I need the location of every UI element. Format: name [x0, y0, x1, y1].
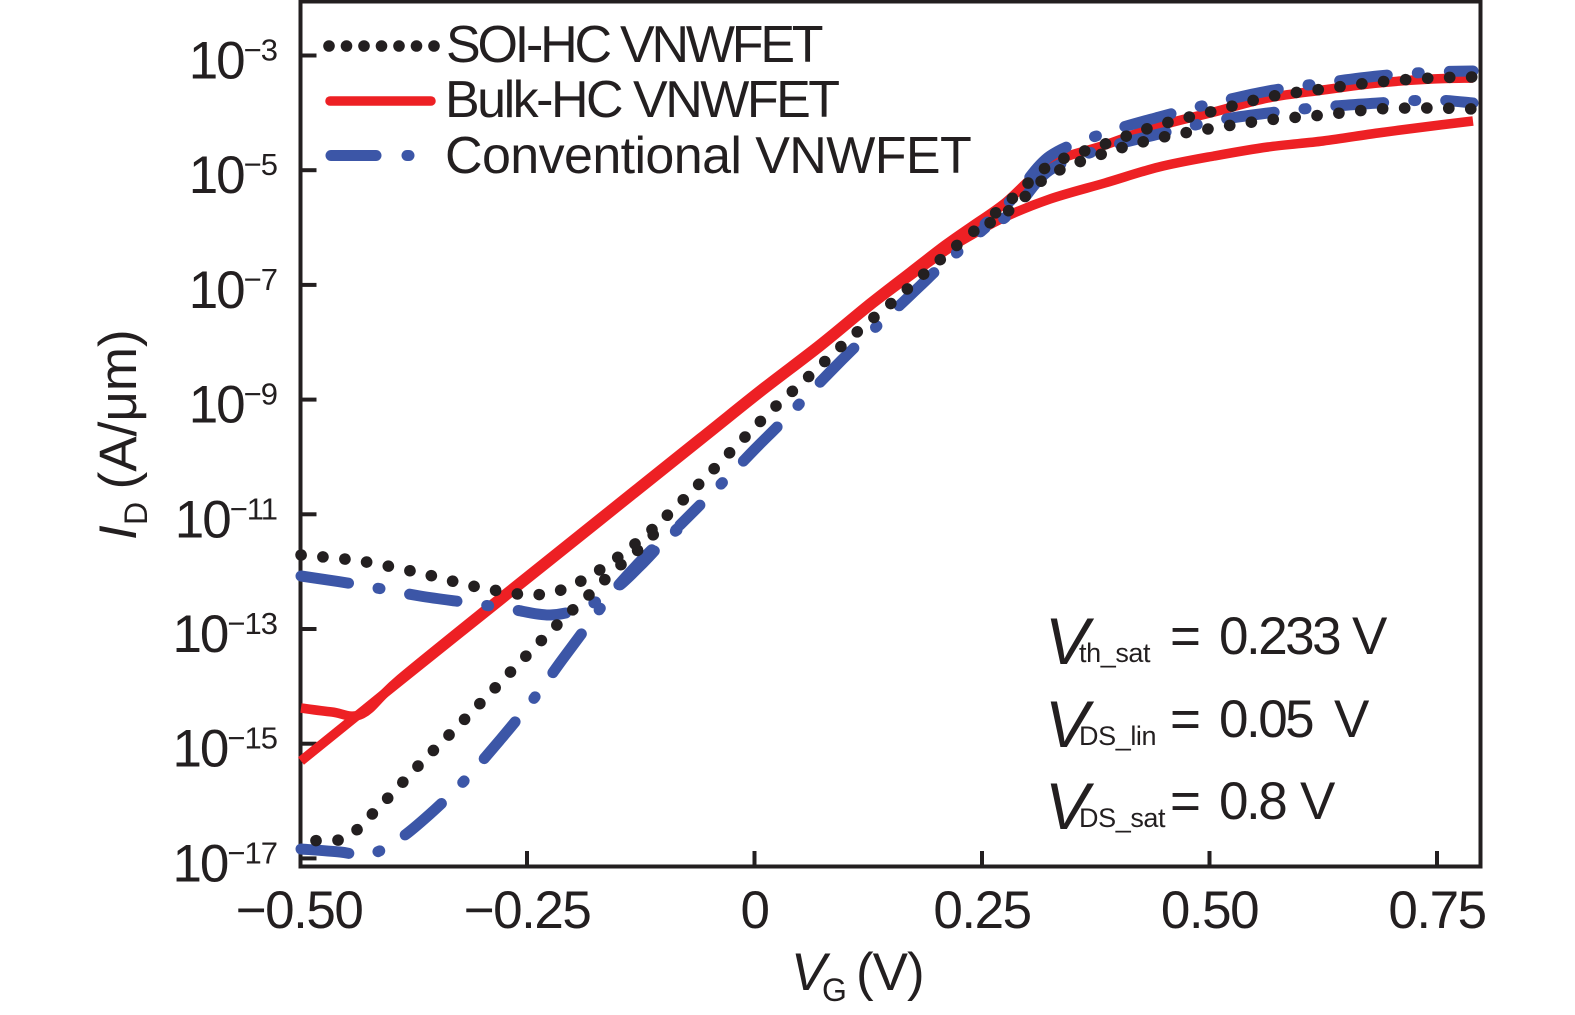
svg-text:−0.25: −0.25: [464, 881, 591, 940]
svg-text:V: V: [1334, 690, 1370, 749]
svg-text:I: I: [89, 525, 148, 540]
svg-text:V: V: [1045, 687, 1095, 761]
svg-text:10−11: 10−11: [175, 490, 277, 549]
svg-text:=: =: [1170, 772, 1201, 831]
svg-text:G: G: [822, 972, 847, 1008]
svg-text:10−9: 10−9: [189, 376, 277, 435]
svg-text:V: V: [1045, 604, 1095, 678]
svg-text:10−5: 10−5: [189, 146, 277, 205]
svg-text:0.25: 0.25: [933, 881, 1030, 940]
svg-text:(V): (V): [856, 943, 924, 1002]
svg-text:0.8: 0.8: [1219, 772, 1286, 831]
svg-text:=: =: [1170, 690, 1201, 749]
svg-text:=: =: [1170, 607, 1201, 666]
svg-text:10−3: 10−3: [189, 32, 277, 91]
svg-text:10−13: 10−13: [172, 605, 277, 664]
svg-text:0.75: 0.75: [1388, 881, 1485, 940]
svg-text:SOI-HC VNWFET: SOI-HC VNWFET: [446, 16, 823, 74]
svg-text:Conventional VNWFET: Conventional VNWFET: [445, 127, 971, 185]
svg-text:V: V: [1300, 772, 1336, 831]
svg-text:0: 0: [741, 881, 769, 940]
svg-text:10−7: 10−7: [189, 261, 277, 320]
svg-text:0.05: 0.05: [1219, 690, 1313, 749]
svg-text:Bulk-HC VNWFET: Bulk-HC VNWFET: [445, 71, 839, 129]
svg-text:0.233: 0.233: [1219, 607, 1340, 666]
svg-text:DS_sat: DS_sat: [1079, 803, 1166, 833]
svg-text:DS_lin: DS_lin: [1079, 721, 1156, 751]
svg-text:V: V: [1045, 769, 1095, 843]
svg-text:−0.50: −0.50: [236, 881, 363, 940]
svg-text:10−17: 10−17: [172, 834, 277, 893]
svg-text:(A/μm): (A/μm): [89, 329, 148, 500]
svg-text:th_sat: th_sat: [1079, 638, 1151, 668]
svg-text:V: V: [791, 943, 831, 1002]
svg-text:D: D: [118, 502, 154, 525]
svg-text:0.50: 0.50: [1161, 881, 1258, 940]
svg-text:10−15: 10−15: [172, 720, 277, 779]
svg-text:V: V: [1352, 607, 1388, 666]
